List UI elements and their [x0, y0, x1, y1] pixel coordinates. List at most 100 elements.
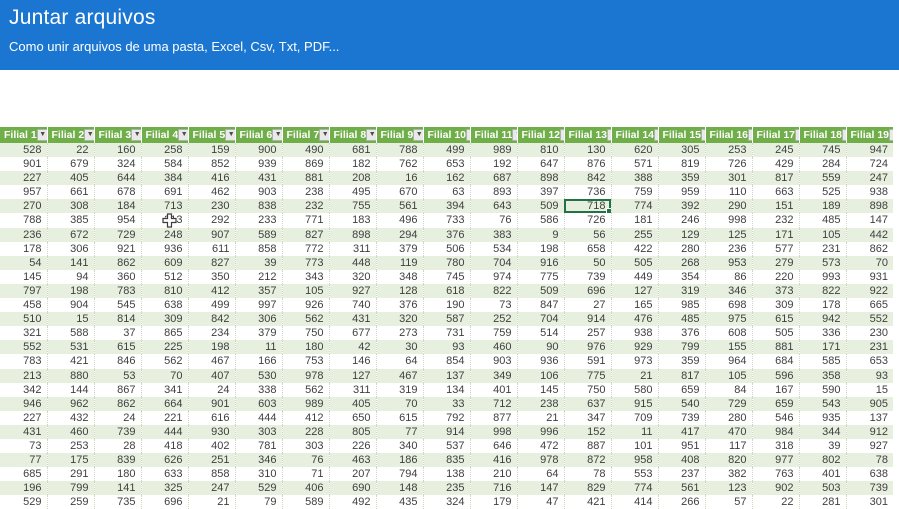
column-header[interactable]: Filial 13▼ — [563, 127, 611, 143]
cell[interactable]: 587 — [423, 312, 471, 327]
cell[interactable]: 762 — [376, 157, 424, 172]
cell[interactable]: 306 — [235, 312, 283, 327]
cell[interactable]: 773 — [282, 255, 330, 270]
cell[interactable]: 947 — [846, 143, 893, 158]
cell[interactable]: 310 — [235, 467, 283, 482]
column-header[interactable]: Filial 18▼ — [798, 127, 846, 143]
cell[interactable]: 84 — [705, 382, 753, 397]
cell[interactable]: 531 — [47, 340, 95, 355]
cell[interactable]: 119 — [376, 255, 424, 270]
cell[interactable]: 903 — [235, 185, 283, 200]
cell[interactable]: 559 — [799, 171, 847, 186]
filter-dropdown-button[interactable]: ▼ — [795, 129, 799, 141]
cell[interactable]: 236 — [705, 241, 753, 256]
cell[interactable]: 681 — [329, 143, 377, 158]
cell[interactable]: 822 — [799, 283, 847, 299]
cell[interactable]: 958 — [611, 453, 659, 468]
cell[interactable]: 178 — [0, 241, 48, 256]
filter-dropdown-button[interactable]: ▼ — [607, 129, 611, 141]
cell[interactable]: 876 — [564, 157, 612, 172]
cell[interactable]: 797 — [0, 283, 48, 299]
cell[interactable]: 421 — [47, 354, 95, 369]
cell[interactable]: 672 — [47, 227, 95, 242]
cell[interactable]: 245 — [752, 143, 800, 158]
cell[interactable]: 21 — [611, 368, 659, 383]
cell[interactable]: 685 — [0, 467, 48, 482]
cell[interactable]: 704 — [517, 312, 565, 327]
cell[interactable]: 810 — [141, 283, 189, 299]
cell[interactable]: 146 — [329, 354, 377, 369]
cell[interactable]: 346 — [235, 453, 283, 468]
cell[interactable]: 998 — [705, 213, 753, 228]
cell[interactable]: 421 — [564, 495, 612, 509]
cell[interactable]: 319 — [658, 283, 706, 299]
cell[interactable]: 128 — [376, 283, 424, 299]
cell[interactable]: 718 — [564, 199, 612, 214]
cell[interactable]: 279 — [752, 255, 800, 270]
cell[interactable]: 750 — [282, 326, 330, 341]
cell[interactable]: 745 — [423, 269, 471, 284]
cell[interactable]: 953 — [705, 255, 753, 270]
cell[interactable]: 178 — [799, 298, 847, 313]
cell[interactable]: 900 — [235, 143, 283, 158]
cell[interactable]: 257 — [564, 326, 612, 341]
cell[interactable]: 463 — [329, 453, 377, 468]
cell[interactable]: 750 — [564, 382, 612, 397]
cell[interactable]: 236 — [0, 227, 48, 242]
cell[interactable]: 936 — [141, 241, 189, 256]
cell[interactable]: 319 — [376, 382, 424, 397]
cell[interactable]: 713 — [141, 199, 189, 214]
cell[interactable]: 320 — [376, 312, 424, 327]
cell[interactable]: 736 — [564, 185, 612, 200]
cell[interactable]: 306 — [47, 241, 95, 256]
cell[interactable]: 573 — [799, 255, 847, 270]
cell[interactable]: 338 — [235, 382, 283, 397]
cell[interactable]: 230 — [188, 199, 236, 214]
cell[interactable]: 346 — [705, 283, 753, 299]
cell[interactable]: 340 — [376, 438, 424, 454]
cell[interactable]: 696 — [564, 283, 612, 299]
cell[interactable]: 266 — [658, 495, 706, 509]
cell[interactable]: 435 — [376, 495, 424, 509]
cell[interactable]: 914 — [423, 424, 471, 439]
cell[interactable]: 442 — [846, 227, 893, 242]
cell[interactable]: 829 — [564, 481, 612, 496]
cell[interactable]: 739 — [564, 269, 612, 284]
cell[interactable]: 303 — [235, 424, 283, 439]
cell[interactable]: 822 — [470, 283, 518, 299]
cell[interactable]: 210 — [470, 467, 518, 482]
cell[interactable]: 661 — [47, 185, 95, 200]
cell[interactable]: 984 — [752, 424, 800, 439]
cell[interactable]: 529 — [235, 481, 283, 496]
cell[interactable]: 343 — [282, 269, 330, 284]
cell[interactable]: 247 — [846, 171, 893, 186]
cell[interactable]: 916 — [517, 255, 565, 270]
cell[interactable]: 449 — [611, 269, 659, 284]
cell[interactable]: 731 — [423, 326, 471, 341]
cell[interactable]: 887 — [564, 438, 612, 454]
filter-dropdown-button[interactable]: ▼ — [131, 129, 141, 141]
cell[interactable]: 783 — [0, 354, 48, 369]
cell[interactable]: 64 — [517, 467, 565, 482]
filter-dropdown-button[interactable]: ▼ — [842, 129, 846, 141]
cell[interactable]: 775 — [517, 269, 565, 284]
cell[interactable]: 76 — [470, 213, 518, 228]
cell[interactable]: 324 — [423, 495, 471, 509]
cell[interactable]: 70 — [141, 368, 189, 383]
column-header[interactable]: Filial 14▼ — [610, 127, 658, 143]
cell[interactable]: 235 — [423, 481, 471, 496]
cell[interactable]: 525 — [799, 185, 847, 200]
cell[interactable]: 647 — [517, 157, 565, 172]
cell[interactable]: 470 — [705, 424, 753, 439]
cell[interactable]: 862 — [846, 241, 893, 256]
cell[interactable]: 927 — [846, 438, 893, 454]
cell[interactable]: 401 — [470, 382, 518, 397]
cell[interactable]: 70 — [846, 255, 893, 270]
cell[interactable]: 618 — [423, 283, 471, 299]
cell[interactable]: 659 — [658, 382, 706, 397]
cell[interactable]: 608 — [705, 326, 753, 341]
cell[interactable]: 422 — [611, 241, 659, 256]
cell[interactable]: 181 — [611, 213, 659, 228]
cell[interactable]: 679 — [47, 157, 95, 172]
cell[interactable]: 665 — [846, 298, 893, 313]
